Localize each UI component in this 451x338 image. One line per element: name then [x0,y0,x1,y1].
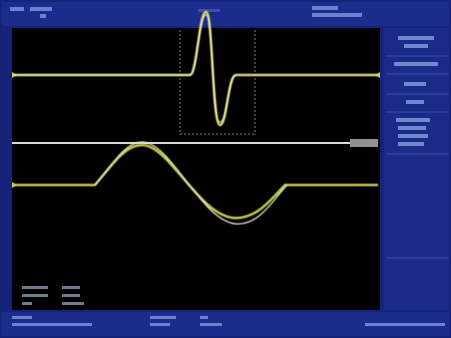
zoom-tag [350,139,378,147]
menu-panel [384,28,449,310]
top-readouts [10,6,362,18]
upper-trace [14,10,378,127]
zoom-window [179,30,256,135]
measurement-readouts [22,286,84,305]
lower-trace [14,141,378,225]
top-bar [2,2,449,26]
menu-items [394,36,438,146]
bottom-readouts [12,316,445,326]
menu-separators [386,55,449,259]
screen [12,28,380,310]
